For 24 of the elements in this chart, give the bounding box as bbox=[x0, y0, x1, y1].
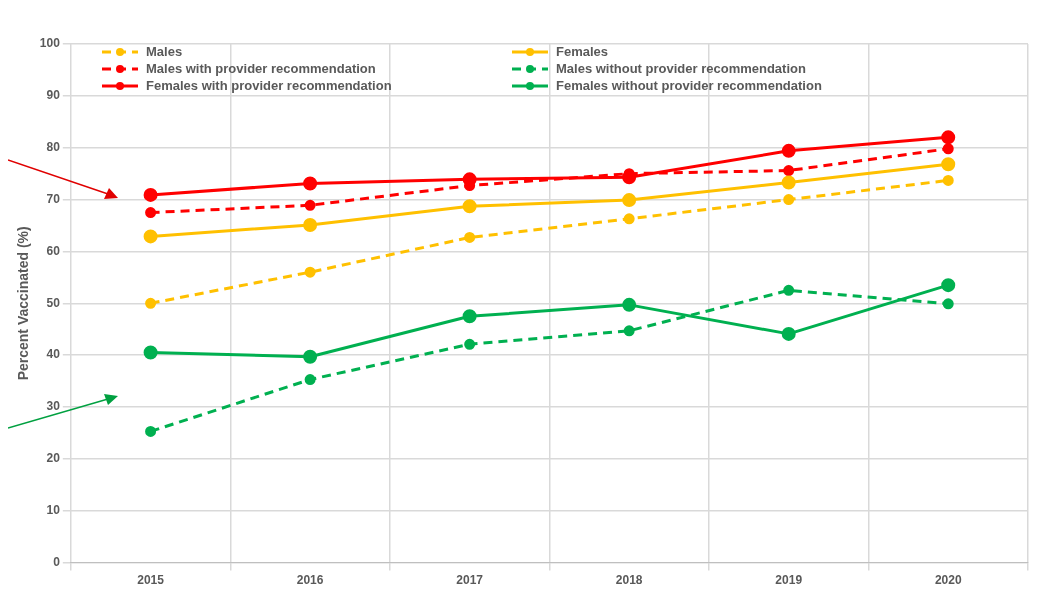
y-tick-label: 20 bbox=[46, 451, 61, 466]
x-tick-label: 2020 bbox=[934, 573, 962, 588]
y-axis-title: Percent Vaccinated (%) bbox=[15, 226, 32, 381]
legend-label: Females without provider recommendation bbox=[556, 78, 822, 93]
x-tick-label: 2017 bbox=[456, 573, 484, 588]
x-tick-label: 2016 bbox=[296, 573, 324, 588]
y-tick-label: 90 bbox=[46, 88, 61, 103]
y-tick-label: 60 bbox=[46, 243, 61, 258]
x-tick-label: 2018 bbox=[615, 573, 643, 588]
legend-label: Females with provider recommendation bbox=[146, 78, 392, 93]
legend-label: Males without provider recommendation bbox=[556, 61, 806, 76]
y-tick-label: 10 bbox=[46, 503, 61, 518]
y-tick-label: 0 bbox=[53, 554, 61, 569]
y-tick-label: 80 bbox=[46, 140, 61, 155]
legend-label: Females bbox=[556, 44, 609, 59]
legend-label: Males bbox=[146, 44, 183, 59]
legend-label: Males with provider recommendation bbox=[146, 61, 376, 76]
y-tick-label: 70 bbox=[46, 191, 61, 206]
y-tick-label: 50 bbox=[46, 295, 61, 310]
y-tick-label: 40 bbox=[46, 347, 61, 362]
y-tick-label: 100 bbox=[39, 36, 61, 51]
y-tick-label: 30 bbox=[46, 399, 61, 414]
x-tick-label: 2019 bbox=[775, 573, 803, 588]
x-tick-label: 2015 bbox=[137, 573, 165, 588]
